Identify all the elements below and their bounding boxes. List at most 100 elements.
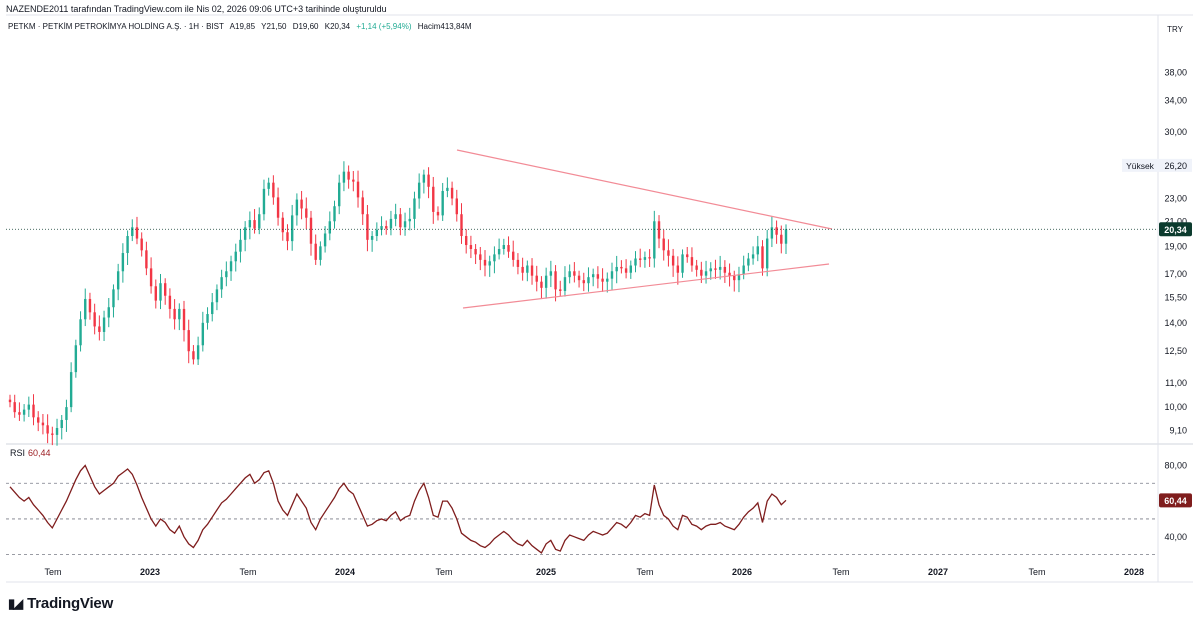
candle-body <box>385 226 388 229</box>
candle-body <box>474 248 477 255</box>
candle-body <box>220 277 223 290</box>
price-tick-label: 30,00 <box>1164 127 1187 137</box>
symbol-legend[interactable]: PETKM · PETKİM PETROKİMYA HOLDİNG A.Ş. ·… <box>8 22 476 31</box>
candle-body <box>765 238 769 269</box>
price-tick-label: 38,00 <box>1164 68 1187 78</box>
candle-body <box>775 227 778 235</box>
candle-body <box>187 330 190 352</box>
time-tick-label: 2023 <box>140 567 160 577</box>
high-marker-bg <box>1122 158 1159 172</box>
candle-body <box>342 171 346 183</box>
candle-body <box>55 428 59 435</box>
upper-trendline <box>456 149 833 230</box>
time-tick-label: 2024 <box>335 567 355 577</box>
candle-body <box>573 271 576 276</box>
candle-body <box>399 214 402 228</box>
price-tick-label: 10,00 <box>1164 402 1187 412</box>
candle-body <box>154 286 157 301</box>
trendlines <box>6 149 1158 309</box>
candle-body <box>615 266 618 272</box>
high-marker-label: Yüksek <box>1126 161 1155 171</box>
candle-body <box>149 268 153 287</box>
candle-body <box>196 345 200 360</box>
candle-body <box>427 174 430 187</box>
candle-body <box>276 197 280 218</box>
candle-body <box>502 245 506 249</box>
candle-body <box>441 190 444 216</box>
candle-body <box>450 187 454 199</box>
candle-body <box>577 275 581 281</box>
candle-body <box>121 253 125 272</box>
candle-series <box>8 161 788 446</box>
candle-body <box>225 271 228 278</box>
candle-body <box>733 275 736 281</box>
candle-body <box>253 220 256 229</box>
candle-body <box>234 251 237 262</box>
candle-body <box>206 314 209 323</box>
price-tick-label: 9,10 <box>1169 426 1187 436</box>
axes: TRY 38,00 34,00 30,00 23,00 21,00 19,00 17,00 15… <box>44 25 1192 577</box>
candle-body <box>328 221 332 234</box>
candle-body <box>60 419 63 429</box>
candle-body <box>634 258 637 266</box>
candle-body <box>718 266 722 270</box>
candle-body <box>164 283 167 296</box>
time-tick-label: Tem <box>435 567 452 577</box>
candle-body <box>507 245 510 252</box>
ohlc-close: K20,34 <box>324 22 351 31</box>
candle-body <box>243 227 247 240</box>
candle-body <box>22 409 26 415</box>
candle-body <box>394 214 397 219</box>
last-price-label: 20,34 <box>1164 225 1187 235</box>
candle-body <box>211 302 214 315</box>
candle-body <box>370 236 374 240</box>
candle-body <box>93 312 96 327</box>
candle-body <box>591 274 595 278</box>
price-tick-label: 14,00 <box>1164 318 1187 328</box>
candle-body <box>568 271 571 278</box>
ohlc-low: D19,60 <box>292 22 319 31</box>
rsi-tick-label: 80,00 <box>1164 460 1187 470</box>
candle-body <box>639 258 642 260</box>
candle-body <box>135 227 139 239</box>
price-tick-label: 19,00 <box>1164 241 1187 251</box>
candle-body <box>305 208 308 218</box>
rsi-badge-label: 60,44 <box>1164 496 1187 506</box>
candle-body <box>239 239 242 252</box>
candle-body <box>709 268 712 272</box>
brand[interactable]: ▮◢ TradingView <box>8 595 113 612</box>
price-tick-label: 23,00 <box>1164 193 1187 203</box>
candle-body <box>587 277 590 284</box>
symbol-title: PETKM · PETKİM PETROKİMYA HOLDİNG A.Ş. ·… <box>8 22 224 31</box>
candle-body <box>676 265 680 273</box>
candle-body <box>229 261 233 272</box>
rsi-tick-label: 40,00 <box>1164 532 1187 542</box>
candle-body <box>27 404 31 410</box>
candle-body <box>380 226 383 230</box>
candle-body <box>116 271 120 290</box>
candle-body <box>18 412 21 415</box>
rsi-line <box>9 464 787 554</box>
candle-body <box>742 265 745 275</box>
candle-body <box>540 281 543 288</box>
candle-body <box>201 322 205 346</box>
rsi-panel <box>6 464 1158 556</box>
candle-body <box>751 254 755 259</box>
candle-body <box>356 181 360 198</box>
rsi-value: 60,44 <box>28 448 51 458</box>
candle-body <box>215 289 219 303</box>
lower-trendline <box>462 263 830 309</box>
candle-body <box>13 402 16 413</box>
candle-body <box>596 274 600 279</box>
candle-body <box>37 417 40 423</box>
rsi-legend[interactable]: RSI 60,44 <box>10 448 51 458</box>
candle-body <box>601 278 604 282</box>
candle-body <box>74 345 78 373</box>
candle-body <box>65 407 68 420</box>
time-tick-label: 2026 <box>732 567 752 577</box>
candle-body <box>290 215 294 242</box>
candle-body <box>526 265 529 273</box>
candle-body <box>145 250 148 269</box>
candle-body <box>366 214 369 240</box>
